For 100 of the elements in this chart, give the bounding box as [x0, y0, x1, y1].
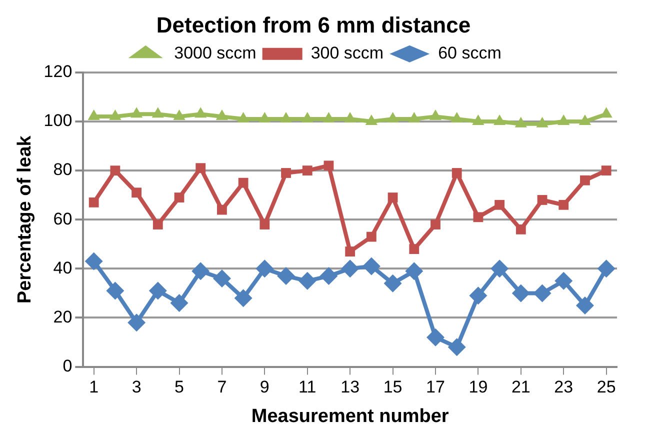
point	[301, 112, 314, 123]
point	[320, 267, 338, 286]
point	[152, 220, 163, 230]
point	[514, 116, 527, 128]
point	[601, 166, 612, 176]
point	[494, 200, 505, 210]
point	[148, 282, 167, 300]
point	[234, 289, 252, 308]
point	[448, 338, 466, 356]
y-tick-label: 80	[53, 160, 72, 180]
point	[429, 110, 442, 120]
point	[426, 328, 444, 346]
y-tick-label: 0	[62, 356, 72, 376]
point	[258, 112, 271, 123]
y-tick-label: 60	[53, 209, 72, 228]
point	[558, 114, 570, 125]
point	[170, 294, 188, 312]
point	[345, 246, 356, 256]
point	[152, 107, 164, 118]
point	[88, 197, 99, 208]
point	[554, 272, 573, 290]
point	[128, 314, 146, 332]
point	[384, 274, 402, 292]
point	[473, 212, 484, 222]
point	[537, 195, 548, 205]
point	[109, 110, 122, 120]
legend-label: 3000 sccm	[174, 44, 256, 63]
x-tick-label: 5	[174, 378, 184, 397]
y-axis-title: Percentage of leak	[14, 135, 36, 304]
point	[472, 114, 484, 125]
y-tick-label: 100	[44, 111, 72, 130]
point	[281, 168, 291, 178]
point	[132, 188, 142, 198]
point	[405, 262, 424, 280]
point	[324, 160, 334, 171]
point	[212, 269, 231, 288]
point	[298, 272, 316, 290]
point	[192, 262, 210, 280]
point	[576, 296, 594, 314]
x-tick-label: 15	[383, 378, 402, 397]
point	[194, 107, 207, 118]
legend-label: 60 sccm	[438, 44, 502, 63]
point	[536, 116, 548, 128]
point	[490, 260, 509, 278]
point	[580, 175, 590, 186]
point	[217, 204, 227, 215]
point	[341, 260, 360, 278]
point	[408, 112, 420, 123]
x-tick-label: 3	[132, 378, 142, 397]
point	[366, 232, 376, 242]
point	[578, 114, 592, 125]
point	[173, 110, 186, 120]
point	[558, 200, 569, 210]
point	[256, 260, 274, 278]
x-tick-label: 13	[340, 378, 360, 397]
y-tick-label: 20	[53, 307, 72, 326]
point	[277, 267, 296, 286]
point	[452, 168, 462, 178]
point	[600, 107, 612, 118]
point	[260, 220, 270, 230]
x-tick-label: 17	[426, 378, 445, 397]
point	[238, 178, 248, 188]
point	[216, 110, 228, 120]
point	[88, 110, 100, 120]
point	[512, 284, 530, 302]
chart-title: Detection from 6 mm distance	[156, 12, 471, 38]
x-tick-label: 7	[217, 378, 227, 397]
x-tick-label: 11	[298, 378, 316, 397]
x-tick-label: 9	[260, 378, 270, 397]
y-tick-label: 40	[53, 258, 72, 278]
point	[196, 163, 206, 174]
point	[430, 220, 440, 230]
x-axis-title: Measurement number	[251, 406, 450, 427]
point	[322, 112, 335, 123]
point	[174, 192, 184, 202]
point	[409, 244, 420, 254]
point	[344, 112, 356, 123]
point	[362, 257, 380, 276]
point	[450, 112, 463, 123]
point	[493, 114, 506, 125]
x-tick-label: 19	[468, 378, 488, 397]
point	[237, 112, 250, 123]
legend-label: 300 sccm	[310, 44, 384, 63]
point	[106, 282, 124, 300]
point	[302, 166, 312, 176]
point	[110, 166, 120, 176]
point	[280, 112, 292, 123]
y-tick-label: 120	[44, 62, 72, 82]
x-tick-label: 1	[89, 378, 99, 397]
point	[516, 224, 526, 234]
point	[84, 252, 103, 270]
point	[130, 107, 143, 118]
x-tick-label: 25	[596, 378, 616, 397]
x-tick-label: 21	[511, 378, 530, 397]
point	[469, 286, 488, 305]
point	[388, 192, 398, 202]
x-tick-label: 23	[554, 378, 574, 397]
point	[597, 260, 616, 278]
point	[533, 284, 552, 302]
point	[386, 112, 399, 123]
